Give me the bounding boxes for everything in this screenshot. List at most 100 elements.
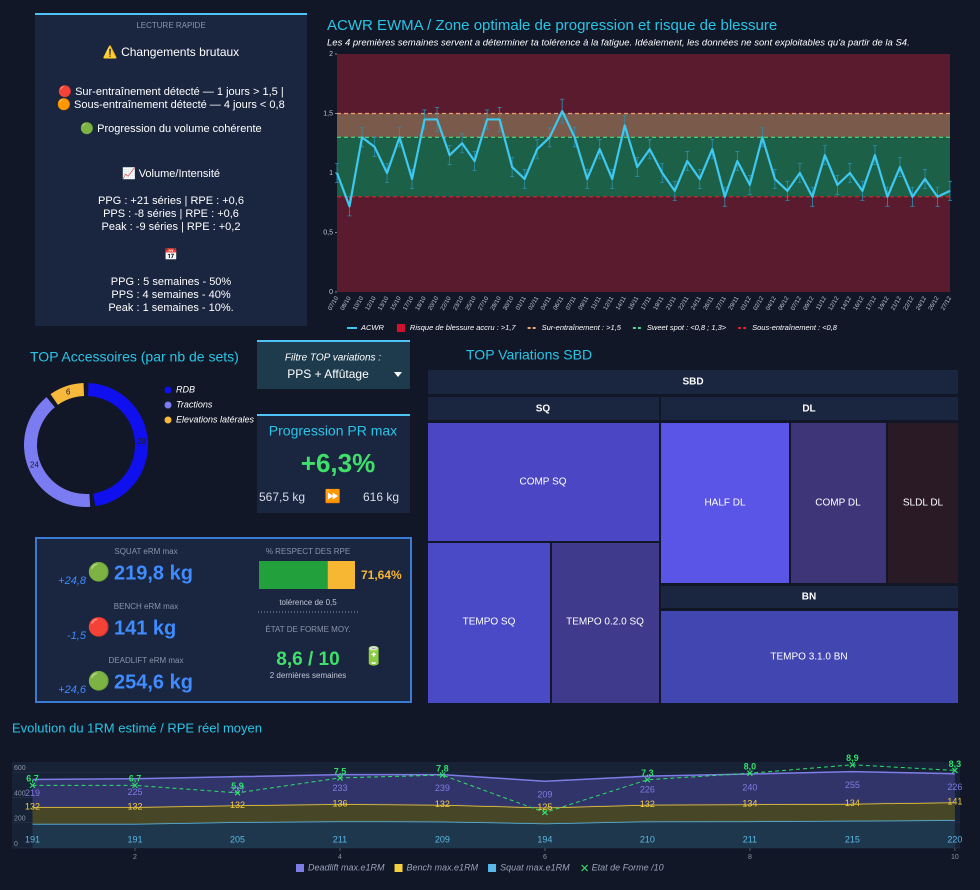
x-tick-label: 2 <box>133 854 137 861</box>
filter-value: PPS + Affûtage <box>287 367 369 381</box>
lift-label: SQUAT eRM max <box>114 547 177 556</box>
data-label: 194 <box>537 834 552 844</box>
data-label: 6 <box>66 388 71 397</box>
legend-swatch <box>164 386 172 394</box>
legend-swatch <box>164 416 172 424</box>
form-icon: 🔋 <box>363 645 385 666</box>
treemap-label: DL <box>802 404 815 415</box>
data-label: 132 <box>25 802 40 812</box>
treemap-label: COMP SQ <box>519 477 566 488</box>
data-label: 7,8 <box>436 763 449 773</box>
lift-label: DEADLIFT eRM max <box>109 656 184 665</box>
data-label: 132 <box>640 799 655 809</box>
filter-dropdown[interactable] <box>257 341 410 389</box>
treemap-cell <box>791 423 886 583</box>
rpe-bar <box>259 561 328 589</box>
zone-band <box>337 196 950 292</box>
panel-header: LECTURE RAPIDE <box>136 21 205 30</box>
progression-icon: ⏩ <box>325 488 341 503</box>
form-title: ÉTAT DE FORME MOY. <box>265 625 350 634</box>
treemap-group <box>428 397 659 420</box>
treemap-group <box>661 586 958 608</box>
quick-read-line: 📅 <box>164 248 178 261</box>
data-label: 134 <box>845 798 860 808</box>
zone-band <box>337 137 950 197</box>
chart-title: TOP Accessoires (par nb de sets) <box>30 349 239 365</box>
quick-read-line: 📈 Volume/Intensité <box>122 167 220 180</box>
data-label: 220 <box>947 834 962 844</box>
lift-label: BENCH eRM max <box>114 602 178 611</box>
data-label: 191 <box>25 834 40 844</box>
treemap-label: BN <box>802 592 816 603</box>
form-marker <box>951 767 958 774</box>
form-value: 8,6 / 10 <box>276 649 339 670</box>
treemap-label: SLDL DL <box>903 498 944 509</box>
chart-title: Evolution du 1RM estimé / RPE réel moyen <box>12 720 262 735</box>
quick-read-line: PPS : 4 semaines - 40% <box>111 289 230 301</box>
panel-title: TOP Variations SBD <box>466 347 592 363</box>
treemap-group <box>661 397 958 420</box>
x-tick-label: 4 <box>338 854 342 861</box>
lift-status: 🔴 <box>88 616 110 637</box>
legend-label: Bench max.e1RM <box>407 862 479 872</box>
form-line <box>32 764 955 814</box>
y-tick-label: 1,5 <box>323 110 333 117</box>
dropdown-arrow <box>394 372 402 377</box>
data-label: 209 <box>537 790 552 800</box>
data-label: 6,7 <box>129 774 142 784</box>
lift-status: 🟢 <box>88 561 110 582</box>
form-marker <box>234 789 241 796</box>
y-tick-label: 400 <box>14 790 26 797</box>
data-label: 191 <box>127 834 142 844</box>
y-tick-label: 1 <box>329 170 333 177</box>
legend-swatch <box>581 864 589 872</box>
form-marker <box>746 770 753 777</box>
filter-label: Filtre TOP variations : <box>285 353 381 364</box>
legend-label: Risque de blessure accru : >1,7 <box>410 323 517 332</box>
data-label: 226 <box>947 782 962 792</box>
data-label: 219 <box>25 788 40 798</box>
data-label: 7,3 <box>641 768 654 778</box>
lift-value: 141 kg <box>114 617 176 639</box>
chart-subtitle: Les 4 premières semaines servent a déter… <box>327 38 910 49</box>
form-marker <box>439 772 446 779</box>
treemap-cell <box>661 611 958 703</box>
form-marker <box>644 776 651 783</box>
quick-read-line: 🟠 Sous-entraînement détecté — 4 jours < … <box>57 98 284 111</box>
rpe-title: % RESPECT DES RPE <box>266 547 350 556</box>
form-marker <box>29 782 36 789</box>
legend-swatch <box>296 864 304 872</box>
x-tick-label: 6 <box>543 854 547 861</box>
legend-swatch <box>488 864 497 872</box>
treemap-label: SQ <box>536 404 551 415</box>
area-line <box>32 770 955 782</box>
data-label: 132 <box>230 800 245 810</box>
treemap-root <box>428 370 958 394</box>
progression-to: 616 kg <box>363 490 399 504</box>
quick-read-line: PPG : 5 semaines - 50% <box>111 276 232 288</box>
acwr-line <box>335 110 951 208</box>
data-label: 141 <box>947 797 962 807</box>
data-label: 5,9 <box>231 781 244 791</box>
legend-label: RDB <box>176 384 195 394</box>
legend-swatch <box>396 324 405 332</box>
progression-value: +6,3% <box>301 448 375 478</box>
area-line <box>32 819 955 825</box>
data-label: 210 <box>640 834 655 844</box>
data-label: 255 <box>845 780 860 790</box>
quick-read-line: Peak : 1 semaines - 10%. <box>108 302 233 314</box>
legend-swatch <box>164 401 172 409</box>
donut-slice <box>50 383 85 405</box>
form-marker <box>337 774 343 781</box>
y-tick-label: 0,5 <box>323 229 333 236</box>
panel-title: Progression PR max <box>269 423 397 439</box>
zone-band <box>337 54 950 114</box>
quick-read-line: 🔴 Sur-entraînement détecté — 1 jours > 1… <box>58 85 283 98</box>
progression-panel <box>257 415 410 513</box>
data-label: 136 <box>332 798 347 808</box>
legend-label: Tractions <box>176 399 213 409</box>
area-fill <box>32 771 955 808</box>
lift-delta: -1,5 <box>67 630 87 642</box>
treemap-cell <box>552 543 659 703</box>
